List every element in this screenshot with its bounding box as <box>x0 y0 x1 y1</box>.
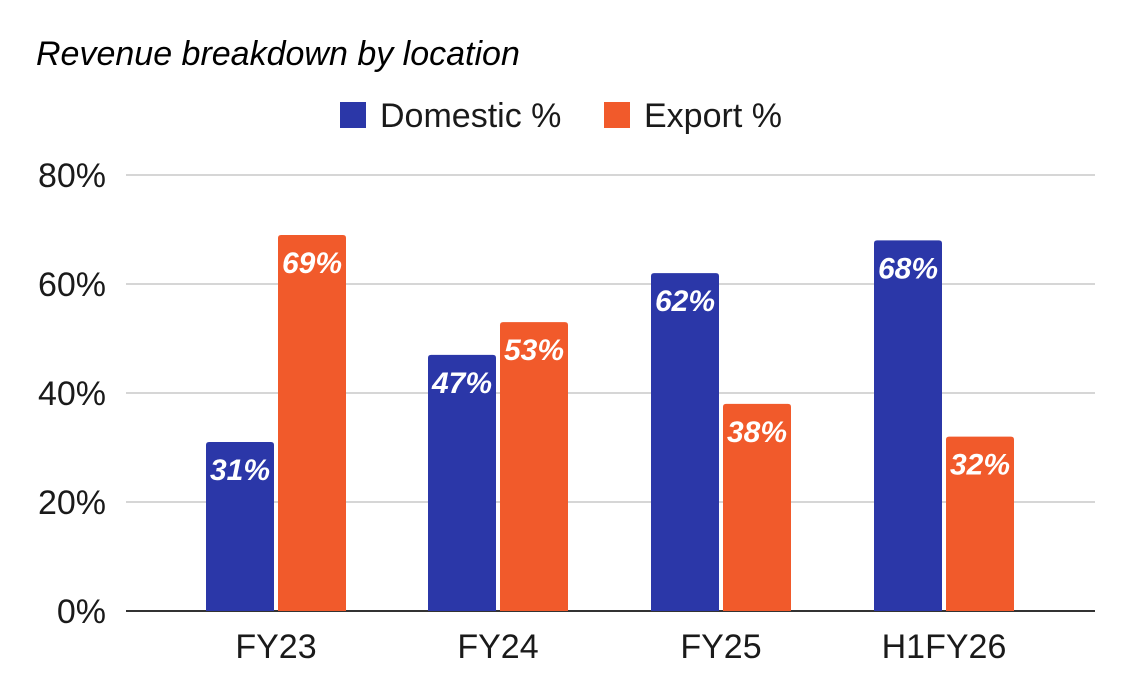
x-tick-label: FY23 <box>235 628 316 666</box>
bar-export-fy25 <box>723 403 791 611</box>
bar-domestic-h1fy26 <box>874 240 942 611</box>
bar-domestic-fy23 <box>206 442 274 611</box>
chart-title: Revenue breakdown by location <box>36 35 520 73</box>
data-labels: 31% 69% 47% 53% 62% 38% 68% 32% <box>210 247 1010 487</box>
data-label-domestic-h1fy26: 68% <box>878 252 938 285</box>
data-label-domestic-fy24: 47% <box>431 367 492 400</box>
y-tick-label: 40% <box>38 375 106 413</box>
legend-label-export: Export % <box>644 97 782 135</box>
legend-swatch-domestic <box>340 102 366 128</box>
y-tick-label: 0% <box>57 593 106 631</box>
x-tick-label: FY24 <box>457 628 538 666</box>
bar-export-fy23 <box>278 234 346 611</box>
bar-domestic-fy24 <box>428 354 496 611</box>
y-tick-label: 60% <box>38 266 106 304</box>
legend-swatch-export <box>604 102 630 128</box>
x-tick-label: H1FY26 <box>882 628 1007 666</box>
x-axis-tick-labels: FY23 FY24 FY25 H1FY26 <box>235 628 1006 666</box>
bar-export-h1fy26 <box>946 436 1014 611</box>
y-tick-label: 20% <box>38 484 106 522</box>
data-label-export-fy23: 69% <box>282 247 342 280</box>
x-tick-label: FY25 <box>680 628 761 666</box>
data-label-export-fy25: 38% <box>727 416 787 449</box>
data-label-domestic-fy25: 62% <box>655 285 715 318</box>
legend: Domestic % Export % <box>340 97 782 135</box>
data-label-export-h1fy26: 32% <box>950 449 1010 482</box>
y-axis-tick-labels: 0% 20% 40% 60% 80% <box>38 157 106 631</box>
bar-export-fy24 <box>500 322 568 611</box>
data-label-domestic-fy23: 31% <box>210 454 270 487</box>
bar-domestic-fy25 <box>651 273 719 611</box>
bars <box>206 234 1014 611</box>
y-tick-label: 80% <box>38 157 106 195</box>
data-label-export-fy24: 53% <box>504 334 564 367</box>
legend-label-domestic: Domestic % <box>380 97 561 135</box>
